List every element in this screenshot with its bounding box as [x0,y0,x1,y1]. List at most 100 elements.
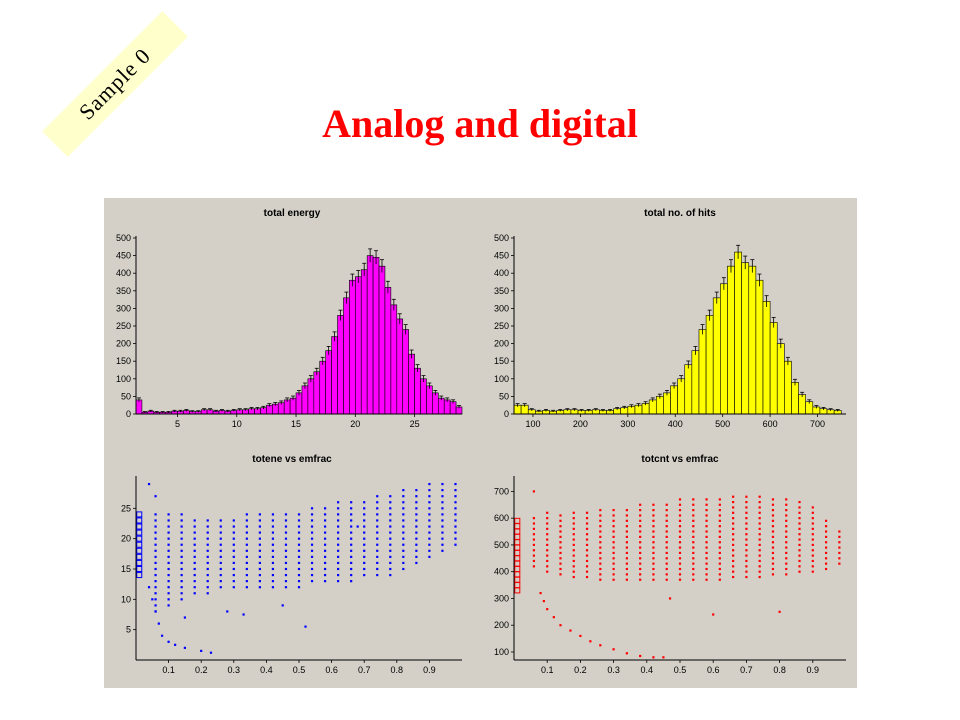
scatter-point [415,561,418,565]
scatter-point [441,543,444,546]
scatter-point [376,501,379,504]
scatter-point [402,561,405,565]
scatter-point [389,501,392,504]
scatter-point [546,559,549,563]
scatter-point [559,535,562,538]
scatter-point [546,538,549,541]
histogram-bar [135,399,143,415]
scatter-point [193,537,196,540]
scatter-point [652,546,655,549]
scatter-point [678,498,682,501]
scatter-point [310,580,314,583]
scatter-point [180,537,183,540]
scatter-point [532,527,536,530]
scatter-point [297,525,301,528]
y-tick-label: 400 [494,567,509,577]
scatter-point [811,533,814,536]
scatter-point [612,525,615,528]
scatter-point [258,525,261,528]
scatter-point [732,559,735,563]
scatter-point [585,575,589,579]
scatter-point [678,530,682,533]
scatter-point [454,495,457,498]
scatter-point [639,578,642,581]
scatter-point [180,580,183,583]
scatter-point [167,640,170,643]
scatter-point [838,546,841,549]
scatter-point [350,519,353,522]
scatter-point [402,489,405,492]
scatter-point [652,573,655,576]
scatter-point [323,567,327,571]
scatter-point [193,519,196,522]
scatter-point [363,501,366,504]
scatter-point [639,530,642,533]
scatter-point [678,514,682,517]
scatter-point [785,541,788,544]
scatter-point [665,535,668,538]
scatter-point [363,543,366,546]
scatter-cluster-point [136,523,143,530]
scatter-point [206,567,209,571]
scatter-point [705,514,708,517]
histogram-bar [698,329,707,415]
scatter-point [705,567,708,571]
scatter-point [415,531,418,534]
x-tick-label: 0.1 [162,665,175,675]
scatter-point [572,533,575,536]
y-tick-label: 50 [499,391,509,401]
scatter-point [376,561,379,565]
scatter-point [415,495,418,498]
histogram-bar [337,315,344,415]
x-tick-label: 5 [175,419,180,429]
scatter-point [454,537,457,540]
scatter-point [219,525,222,528]
scatter-point [705,541,708,544]
scatter-point [206,586,209,589]
scatter-point [758,522,761,525]
scatter-point [232,555,235,558]
scatter-point [219,567,222,571]
scatter-point [785,519,788,522]
chart-1: total no. of hits 0 50 100 150 200 250 300 350 40… [494,208,846,429]
histogram-bar [307,378,315,415]
histogram-bar [684,364,693,415]
scatter-point [745,549,748,552]
scatter-point [356,525,359,528]
scatter-point [732,533,735,536]
scatter-cluster-point [514,539,521,546]
scatter-point [732,517,735,520]
scatter-point [745,506,748,509]
scatter-point [625,578,628,581]
scatter-point [758,527,761,530]
scatter-point [167,513,170,516]
scatter-point [785,567,788,571]
scatter-point [245,580,248,583]
scatter-point [376,513,379,516]
scatter-point [572,570,575,573]
chart-title: total energy [264,208,321,219]
scatter-point [532,517,536,520]
scatter-point [798,522,801,525]
scatter-point [585,549,589,552]
scatter-point [323,507,327,510]
scatter-point [258,573,261,577]
slide-title: Analog and digital [322,101,638,146]
scatter-point [539,591,542,595]
scatter-point [798,500,801,504]
scatter-point [428,501,431,504]
scatter-point [454,482,457,486]
histogram-bar [798,394,806,415]
scatter-point [297,573,301,577]
scatter-point [758,517,761,520]
histogram-bar [720,283,728,415]
histogram-bar [420,378,427,415]
scatter-point [193,592,196,595]
x-tick-label: 15 [291,419,301,429]
y-tick-label: 250 [116,321,131,331]
scatter-point [612,573,615,576]
scatter-point [599,562,602,565]
scatter-point [705,503,708,506]
scatter-point [546,511,549,514]
scatter-point [771,535,775,538]
